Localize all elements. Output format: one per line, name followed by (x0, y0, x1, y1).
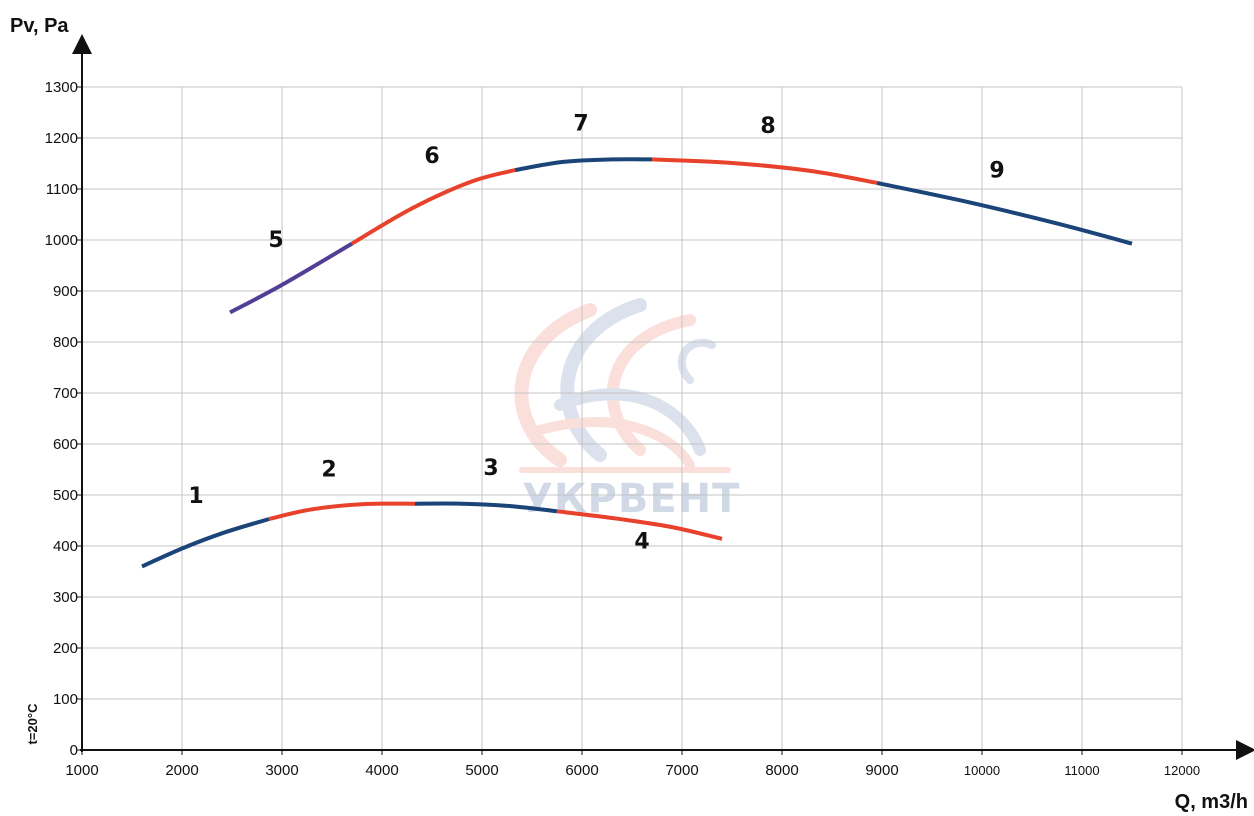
y-tick-label: 200 (53, 640, 78, 657)
series-1-label: 1 (188, 484, 203, 509)
series-3-label: 3 (483, 456, 498, 481)
x-tick-label: 11000 (1064, 763, 1099, 778)
series-5-line (229, 241, 354, 315)
y-tick-label: 1300 (45, 79, 78, 96)
series-5-label: 5 (268, 228, 283, 253)
series-7-label: 7 (573, 112, 588, 137)
x-tick-label: 1000 (65, 762, 98, 779)
series-4-label: 4 (634, 530, 649, 555)
series-2-line (268, 501, 416, 521)
x-tick-label: 5000 (465, 762, 498, 779)
x-tick-label: 2000 (165, 762, 198, 779)
watermark-text: УКРВЕНТ (522, 476, 740, 522)
y-tick-label: 100 (53, 691, 78, 708)
series-8-line (651, 157, 878, 185)
y-tick-label: 800 (53, 334, 78, 351)
series-3-line (414, 501, 558, 514)
y-axis-ticks: 0 100 200 300 400 500 600 700 800 900 1000 1100 1200… (45, 79, 82, 759)
y-tick-label: 900 (53, 283, 78, 300)
series-4-line (556, 509, 723, 541)
y-axis-title: Pv, Pa (10, 15, 69, 37)
series-7-line (514, 157, 653, 173)
x-tick-label: 6000 (565, 762, 598, 779)
series-8-label: 8 (760, 114, 775, 139)
x-tick-label: 4000 (365, 762, 398, 779)
series-2-label: 2 (321, 458, 336, 483)
y-tick-label: 500 (53, 487, 78, 504)
watermark-logo: УКРВЕНТ (514, 298, 740, 522)
series-1-line (141, 517, 270, 569)
y-tick-label: 1000 (45, 232, 78, 249)
y-tick-label: 1100 (46, 181, 78, 198)
x-tick-label: 12000 (1164, 763, 1200, 778)
grid (82, 86, 1183, 750)
series-layer (141, 157, 1133, 569)
series-9-label: 9 (989, 158, 1004, 183)
x-axis-title: Q, m3/h (1175, 791, 1248, 813)
y-tick-label: 700 (53, 385, 78, 402)
x-tick-label: 10000 (964, 763, 1000, 778)
y-tick-label: 0 (70, 742, 78, 759)
x-axis-ticks: 1000 2000 3000 4000 5000 6000 7000 8000 9000 1000… (65, 750, 1200, 779)
x-tick-label: 8000 (765, 762, 798, 779)
temperature-annotation: t=20°C (25, 703, 40, 745)
series-6-label: 6 (424, 144, 439, 169)
y-tick-label: 400 (53, 538, 78, 555)
series-9-line (876, 180, 1133, 246)
series-labels: 1 2 3 4 5 6 7 8 9 (188, 112, 1004, 555)
series-6-line (350, 168, 516, 246)
x-tick-label: 3000 (265, 762, 298, 779)
y-tick-label: 300 (53, 589, 78, 606)
x-tick-label: 7000 (665, 762, 698, 779)
x-tick-label: 9000 (865, 762, 898, 779)
y-tick-label: 600 (53, 436, 78, 453)
y-tick-label: 1200 (45, 130, 78, 147)
